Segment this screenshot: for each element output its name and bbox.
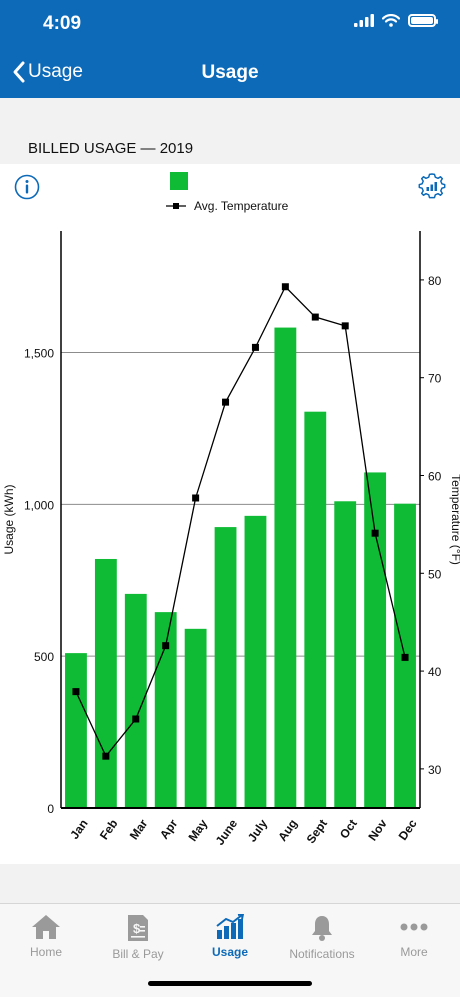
x-tick-label: Mar [127,816,151,842]
info-circle-icon [14,174,40,200]
tab-usage-label: Usage [211,945,249,959]
y2-tick-label: 50 [428,567,442,581]
more-dots-icon [400,923,428,931]
usage-chart-icon [216,914,245,939]
legend-temperature-label: Avg. Temperature [194,199,289,213]
x-tick-label: May [185,816,210,843]
back-label: Usage [28,61,83,82]
y-tick-label: 500 [34,650,54,664]
x-tick-label: Jan [67,817,90,842]
usage-bar [94,558,117,808]
temperature-point [251,343,259,351]
tab-more-label: More [400,945,428,959]
temperature-point [72,688,80,696]
temperature-point [132,715,140,723]
temperature-point [281,283,289,291]
x-tick-label: Feb [97,817,121,843]
home-indicator [148,981,312,986]
temperature-line [75,285,406,758]
y2-axis-title: Temperature (°F) [449,474,460,565]
app-header: 4:09 Usage Usage [0,0,460,98]
usage-bar [364,472,387,808]
tab-bill-pay-label: Bill & Pay [112,947,164,961]
usage-bar [274,327,297,808]
temperature-point [162,642,170,650]
x-tick-label: Sept [304,817,330,846]
x-tick-label: Dec [396,816,420,842]
tab-home[interactable]: Home [0,904,92,974]
back-button[interactable]: Usage [12,60,83,84]
temperature-point [371,529,379,537]
temperature-point [401,653,409,661]
usage-bar [154,612,177,808]
x-tick-label: Aug [275,817,300,844]
y2-tick-label: 30 [428,763,442,777]
signal-icon [354,14,374,27]
tab-usage[interactable]: Usage [184,904,276,974]
usage-bar [334,501,357,808]
info-button[interactable] [14,174,40,200]
battery-icon [408,14,438,27]
usage-bar [304,411,327,808]
x-tick-label: Apr [157,816,181,841]
temperature-point [311,313,319,321]
y-axis-title: Usage (kWh) [2,484,16,554]
tab-home-label: Home [29,945,62,959]
temperature-point [222,398,230,406]
y-tick-label: 1,000 [24,498,54,512]
temperature-point [102,752,110,760]
y2-tick-label: 80 [428,274,442,288]
page-title: Usage [201,62,259,83]
bell-icon [312,916,332,941]
temperature-point [341,322,349,330]
usage-bar [124,593,147,808]
svg-text:$: $ [133,921,141,936]
bill-icon: $ [128,915,148,941]
tab-more[interactable]: More [368,904,460,974]
chart-settings-button[interactable] [418,172,446,200]
x-tick-label: Oct [337,817,360,841]
usage-bar [65,653,87,808]
usage-bar [244,515,267,808]
temperature-point [192,494,200,502]
wifi-icon [382,14,400,27]
status-time: 4:09 [43,13,82,34]
tab-notifications-label: Notifications [289,947,355,961]
y-tick-label: 1,500 [24,346,54,360]
y2-tick-label: 40 [428,665,442,679]
x-tick-label: July [245,816,270,844]
status-icons [354,14,438,27]
x-tick-label: June [213,816,241,847]
usage-bar [214,527,237,808]
tab-notifications[interactable]: Notifications [276,904,368,974]
section-title: BILLED USAGE — 2019 [28,140,194,157]
y2-tick-label: 70 [428,372,442,386]
y-tick-label: 0 [47,802,54,816]
x-tick-label: Nov [365,816,390,843]
y2-tick-label: 60 [428,469,442,483]
home-icon [32,915,60,939]
legend-usage-swatch [170,172,188,190]
tab-bill-pay[interactable]: $ Bill & Pay [92,904,184,974]
usage-bar [184,628,207,808]
legend-temperature-marker [173,203,179,209]
chart-gear-icon [418,173,446,199]
usage-chart: 0 500 1,000 1,500 30 40 50 60 70 80 Jan Feb Mar Apr Ma… [2,172,460,848]
chevron-left-icon [13,61,25,83]
